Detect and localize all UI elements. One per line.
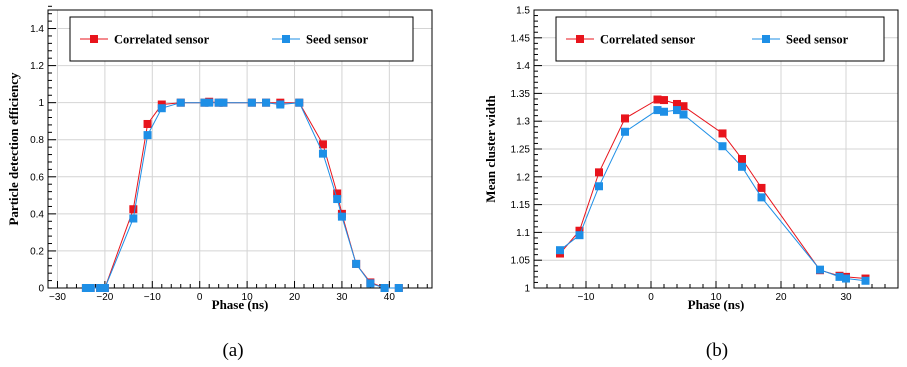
x-tick-label: 30 xyxy=(336,292,348,303)
data-point xyxy=(758,184,766,192)
data-point xyxy=(366,279,374,287)
y-tick-label: 1.5 xyxy=(516,6,530,17)
x-tick-label: −30 xyxy=(49,292,66,303)
legend: Correlated sensor Seed sensor xyxy=(556,17,884,61)
legend-marker xyxy=(90,35,98,43)
legend-marker xyxy=(282,35,290,43)
data-point xyxy=(738,155,746,163)
legend-label: Correlated sensor xyxy=(114,33,210,47)
x-tick-label: 0 xyxy=(197,292,203,303)
y-tick-label: 1.15 xyxy=(511,200,531,211)
y-tick-label: 1.1 xyxy=(516,228,530,239)
series-seed xyxy=(82,99,403,292)
data-point xyxy=(248,99,256,107)
y-tick-label: 0 xyxy=(38,284,44,295)
legend-label: Correlated sensor xyxy=(600,33,696,47)
series-line xyxy=(86,102,399,288)
y-tick-label: 1.45 xyxy=(511,33,531,44)
x-tick-label: 20 xyxy=(289,292,301,303)
series-line xyxy=(86,103,399,288)
series-seed xyxy=(556,106,870,285)
x-tick-label: 20 xyxy=(775,292,787,303)
data-point xyxy=(862,277,870,285)
figure-caption: (b) xyxy=(706,340,728,361)
x-axis-title: Phase (ns) xyxy=(688,297,745,312)
data-point xyxy=(276,101,284,109)
x-tick-label: −10 xyxy=(578,292,595,303)
x-tick-label: −10 xyxy=(144,292,161,303)
x-axis-title: Phase (ns) xyxy=(212,297,269,312)
y-tick-label: 1.25 xyxy=(511,145,531,156)
y-axis-title: Particle detection efficiency xyxy=(6,72,21,226)
legend-label: Seed sensor xyxy=(306,33,369,47)
y-tick-label: 0.2 xyxy=(30,246,44,257)
data-point xyxy=(842,275,850,283)
x-tick-label: 0 xyxy=(648,292,654,303)
data-point xyxy=(144,131,152,139)
data-point xyxy=(738,163,746,171)
data-point xyxy=(395,284,403,292)
y-tick-label: 1 xyxy=(38,98,44,109)
legend-marker xyxy=(576,35,584,43)
data-point xyxy=(338,213,346,221)
data-point xyxy=(621,128,629,136)
series-line xyxy=(560,110,866,281)
data-point xyxy=(295,99,303,107)
x-tick-label: 40 xyxy=(384,292,396,303)
y-tick-label: 1 xyxy=(524,284,530,295)
data-point xyxy=(144,120,152,128)
data-point xyxy=(177,99,185,107)
legend-marker xyxy=(762,35,770,43)
y-axis-title: Mean cluster width xyxy=(483,95,498,203)
figure-caption: (a) xyxy=(222,340,243,361)
data-point xyxy=(262,99,270,107)
data-point xyxy=(129,205,137,213)
y-tick-label: 0.8 xyxy=(30,135,44,146)
data-point xyxy=(660,96,668,104)
y-tick-label: 1.35 xyxy=(511,89,531,100)
data-point xyxy=(816,266,824,274)
chart-1: −30 −20 −10 0 10 20 30 40 0 0.2 0.4 0.6 0.8 1 1.2 1.4 Ph… xyxy=(6,6,432,361)
data-point xyxy=(576,231,584,239)
series-line xyxy=(560,100,866,279)
data-point xyxy=(129,215,137,223)
data-point xyxy=(758,193,766,201)
data-point xyxy=(680,111,688,119)
y-tick-label: 1.4 xyxy=(30,24,44,35)
data-point xyxy=(719,129,727,137)
y-tick-label: 1.4 xyxy=(516,61,530,72)
data-point xyxy=(333,195,341,203)
data-point xyxy=(101,284,109,292)
y-tick-label: 1.2 xyxy=(516,172,530,183)
data-point xyxy=(556,246,564,254)
y-tick-label: 0.6 xyxy=(30,172,44,183)
data-point xyxy=(158,104,166,112)
legend-label: Seed sensor xyxy=(786,33,849,47)
y-tick-label: 1.2 xyxy=(30,61,44,72)
y-tick-label: 1.3 xyxy=(516,117,530,128)
data-point xyxy=(205,99,213,107)
data-point xyxy=(660,108,668,116)
data-point xyxy=(219,99,227,107)
data-point xyxy=(87,284,95,292)
y-tick-label: 0.4 xyxy=(30,209,44,220)
data-point xyxy=(719,142,727,150)
x-tick-label: −20 xyxy=(96,292,113,303)
y-tick-label: 1.05 xyxy=(511,256,531,267)
data-point xyxy=(381,284,389,292)
series-correlated xyxy=(556,96,870,283)
data-point xyxy=(595,168,603,176)
legend: Correlated sensor Seed sensor xyxy=(70,17,413,61)
data-point xyxy=(621,114,629,122)
data-point xyxy=(595,182,603,190)
chart-2: −10 0 10 20 30 1 1.05 1.1 1.15 1.2 1.25 1.3 1.35 1.4 1… xyxy=(483,6,898,362)
data-point xyxy=(319,150,327,158)
x-tick-label: 30 xyxy=(840,292,852,303)
data-point xyxy=(352,260,360,268)
